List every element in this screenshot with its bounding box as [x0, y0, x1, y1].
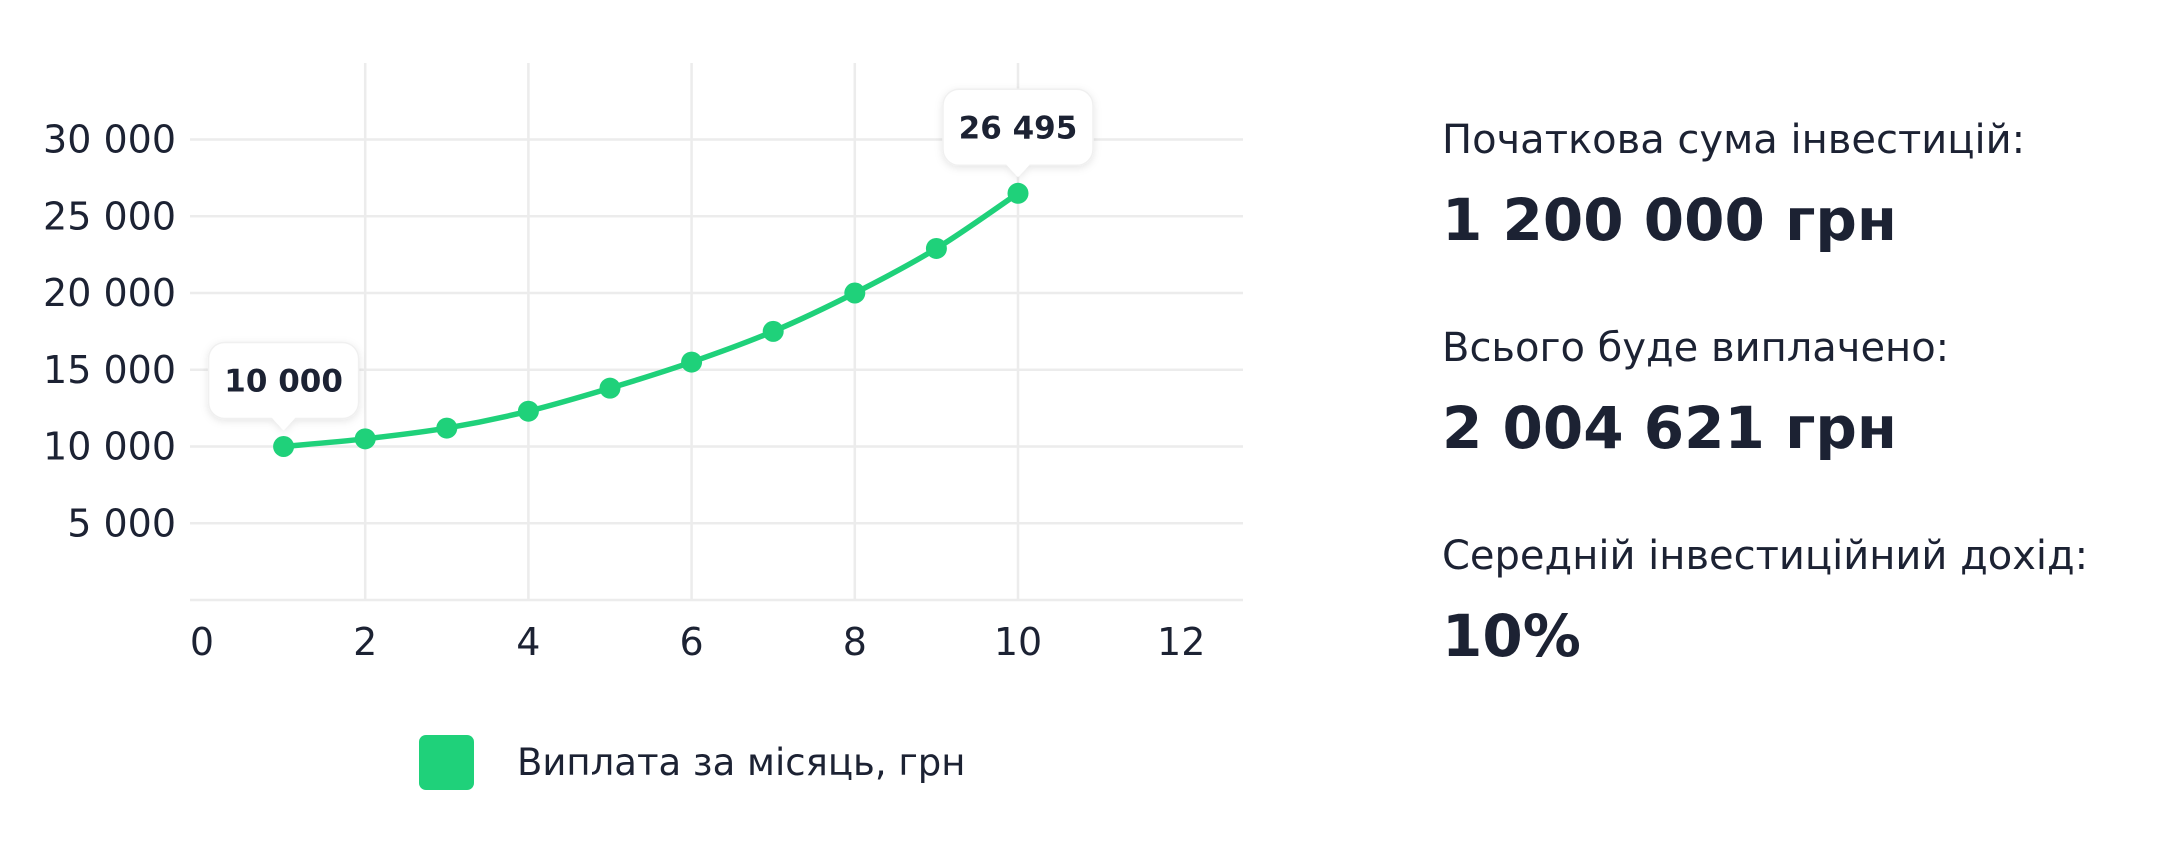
payout-line — [280, 190, 1021, 450]
x-tick-label: 12 — [1157, 620, 1205, 664]
payout-chart: 5 000 10 000 15 000 20 000 25 000 30 000 0 2 4 6 8… — [43, 63, 1243, 790]
total-paid-label: Всього буде виплачено: — [1442, 325, 1950, 371]
data-point — [354, 428, 376, 450]
initial-amount-label: Початкова сума інвестицій: — [1442, 117, 2026, 163]
data-point — [762, 320, 784, 342]
callout-label: 10 000 — [224, 364, 343, 400]
stat-total: Всього буде виплачено: 2 004 621 грн — [1442, 320, 2152, 466]
data-point — [925, 237, 947, 259]
x-tick-label: 4 — [516, 620, 540, 664]
data-point — [517, 400, 539, 422]
legend-label: Виплата за місяць, грн — [517, 741, 965, 784]
callout-pointer — [1006, 164, 1030, 178]
data-point — [436, 417, 458, 439]
stat-initial: Початкова сума інвестицій: 1 200 000 грн — [1442, 112, 2152, 258]
callout-pointer — [271, 417, 296, 431]
data-point — [273, 436, 295, 457]
data-point — [681, 351, 703, 373]
y-tick-label: 5 000 — [67, 501, 176, 545]
stats-panel: Початкова сума інвестицій: 1 200 000 грн… — [1442, 112, 2152, 736]
callout-label: 26 495 — [959, 110, 1078, 146]
x-tick-label: 8 — [843, 620, 867, 664]
x-tick-label: 2 — [353, 620, 377, 664]
chart-legend: Виплата за місяць, грн — [419, 735, 965, 790]
avg-income-label: Середній інвестиційний дохід: — [1442, 533, 2089, 579]
value-callout — [207, 341, 360, 431]
y-tick-label: 10 000 — [43, 425, 176, 469]
y-tick-label: 15 000 — [43, 348, 176, 392]
avg-income-value: 10% — [1442, 602, 1581, 670]
x-tick-label: 6 — [680, 620, 704, 664]
data-point — [1007, 182, 1029, 204]
value-callout — [942, 88, 1094, 178]
axis-ticks: 5 000 10 000 15 000 20 000 25 000 30 000 0 2 4 6 8… — [43, 118, 1205, 665]
stat-income: Середній інвестиційний дохід: 10% — [1442, 528, 2152, 674]
x-tick-label: 10 — [994, 620, 1042, 664]
chart-series — [273, 182, 1029, 457]
initial-amount-value: 1 200 000 грн — [1442, 186, 1897, 254]
data-point — [599, 377, 621, 399]
total-paid-value: 2 004 621 грн — [1442, 394, 1897, 462]
legend-swatch — [419, 735, 474, 790]
x-tick-label: 0 — [190, 620, 214, 664]
data-point — [844, 282, 866, 304]
y-tick-label: 25 000 — [43, 194, 176, 238]
y-tick-label: 20 000 — [43, 271, 176, 315]
chart-callouts: 10 000 26 495 — [207, 88, 1094, 431]
y-tick-label: 30 000 — [43, 118, 176, 162]
